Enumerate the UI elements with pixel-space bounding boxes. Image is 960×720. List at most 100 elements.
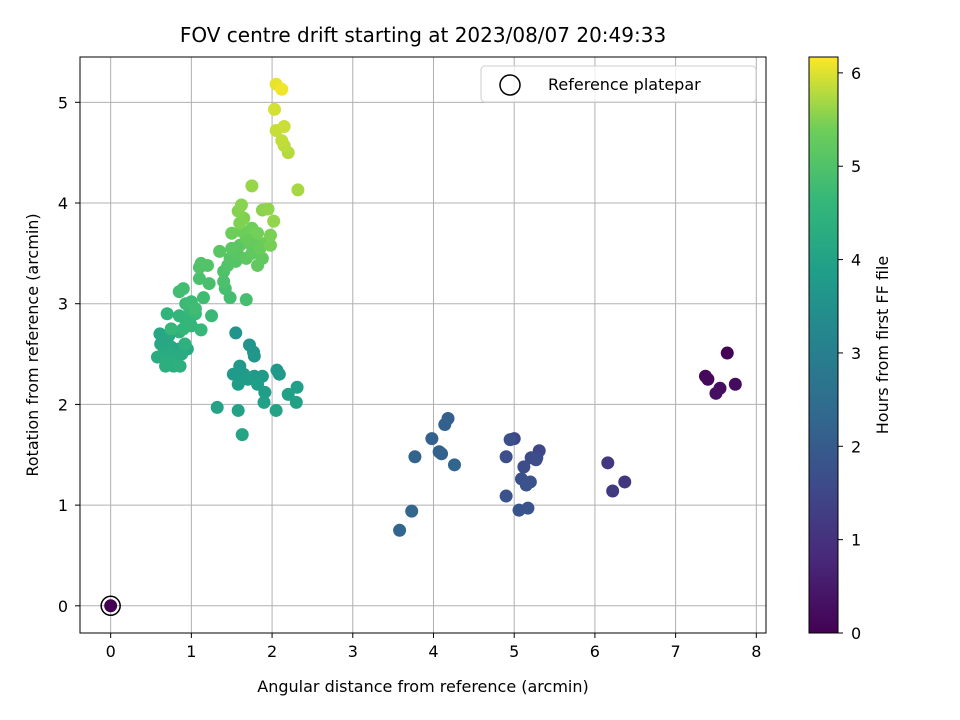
- y-tick-label: 1: [58, 496, 68, 515]
- colorbar-gradient: [808, 56, 839, 634]
- y-tick-label: 5: [58, 93, 68, 112]
- chart-title: FOV centre drift starting at 2023/08/07 …: [180, 23, 666, 47]
- colorbar-tick-label: 5: [851, 157, 861, 176]
- data-point: [503, 433, 517, 447]
- data-point: [408, 450, 422, 464]
- data-point: [245, 179, 259, 193]
- plot-area: 0 1 2 3 4 5 6 7 8 0 1 2 3 4 5: [58, 56, 767, 661]
- reference-ring: [100, 595, 121, 617]
- data-point: [720, 346, 734, 360]
- data-point: [210, 400, 224, 414]
- data-point: [234, 198, 248, 212]
- data-point: [272, 367, 286, 381]
- y-tick-label: 4: [58, 194, 68, 213]
- data-point: [173, 359, 187, 373]
- data-point: [247, 349, 261, 363]
- colorbar-tick-label: 0: [851, 624, 861, 643]
- data-point: [521, 501, 535, 515]
- scatter-points: [150, 77, 742, 537]
- x-tick-label: 6: [590, 642, 600, 661]
- x-axis-ticks: 0 1 2 3 4 5 6 7 8: [106, 633, 761, 661]
- data-point: [226, 367, 240, 381]
- data-point: [529, 453, 543, 467]
- data-point: [499, 450, 513, 464]
- reference-point: [104, 599, 118, 613]
- data-point: [405, 504, 419, 518]
- data-point: [229, 326, 243, 340]
- colorbar-label: Hours from first FF file: [873, 256, 892, 435]
- legend: Reference platepar: [480, 65, 757, 103]
- data-point: [176, 282, 190, 296]
- data-point: [196, 291, 210, 305]
- data-point: [255, 251, 269, 265]
- data-point: [205, 309, 219, 323]
- x-tick-label: 2: [267, 642, 277, 661]
- data-point: [601, 456, 615, 470]
- x-tick-label: 4: [428, 642, 438, 661]
- data-point: [499, 489, 513, 503]
- plot-frame: [79, 56, 767, 634]
- data-point: [728, 377, 742, 391]
- colorbar-tick-label: 2: [851, 437, 861, 456]
- data-point: [194, 323, 208, 337]
- colorbar-tick-label: 4: [851, 251, 861, 270]
- y-tick-label: 3: [58, 295, 68, 314]
- data-point: [618, 475, 632, 489]
- data-point: [290, 380, 304, 394]
- data-point: [251, 226, 265, 240]
- data-point: [257, 395, 271, 409]
- data-point: [709, 386, 723, 400]
- x-tick-label: 3: [348, 642, 358, 661]
- data-point: [519, 478, 533, 492]
- data-point: [289, 395, 303, 409]
- colorbar: 0 1 2 3 4 5 6 Hours from first FF file: [808, 56, 892, 643]
- x-tick-label: 0: [106, 642, 116, 661]
- data-point: [217, 275, 231, 289]
- data-point: [150, 350, 164, 364]
- data-point: [275, 82, 289, 96]
- data-point: [606, 484, 620, 498]
- data-point: [235, 428, 249, 442]
- x-tick-label: 5: [509, 642, 519, 661]
- data-point: [435, 447, 449, 461]
- data-point: [263, 228, 277, 242]
- data-point: [269, 403, 283, 417]
- data-point: [393, 523, 407, 537]
- data-point: [176, 322, 190, 336]
- y-tick-label: 0: [58, 597, 68, 616]
- data-point: [202, 277, 216, 291]
- data-point: [231, 377, 245, 391]
- data-point: [267, 214, 281, 228]
- x-tick-label: 8: [751, 642, 761, 661]
- data-point: [275, 134, 289, 148]
- data-point: [268, 102, 282, 116]
- data-point: [258, 385, 272, 399]
- data-point: [291, 183, 305, 197]
- data-point: [239, 293, 253, 307]
- data-point: [425, 432, 439, 446]
- colorbar-tick-label: 3: [851, 344, 861, 363]
- legend-label: Reference platepar: [548, 75, 701, 94]
- data-point: [213, 244, 227, 258]
- y-axis-label: Rotation from reference (arcmin): [23, 213, 42, 476]
- data-point: [231, 403, 245, 417]
- x-axis-label: Angular distance from reference (arcmin): [257, 677, 588, 696]
- legend-box: [480, 65, 757, 103]
- legend-reference-marker: [499, 74, 521, 96]
- y-axis-ticks: 0 1 2 3 4 5: [58, 93, 80, 616]
- data-point: [178, 337, 192, 351]
- data-point: [263, 238, 277, 252]
- reference-marker: [100, 595, 121, 617]
- data-point: [447, 458, 461, 472]
- x-tick-label: 1: [186, 642, 196, 661]
- data-point: [154, 337, 168, 351]
- data-point: [517, 460, 531, 474]
- data-point: [438, 418, 452, 432]
- data-point: [241, 372, 255, 386]
- data-point: [261, 202, 275, 216]
- plot-background: [80, 57, 766, 633]
- data-point: [188, 302, 202, 316]
- colorbar-tick-label: 1: [851, 531, 861, 550]
- colorbar-ticks: 0 1 2 3 4 5 6: [838, 64, 861, 643]
